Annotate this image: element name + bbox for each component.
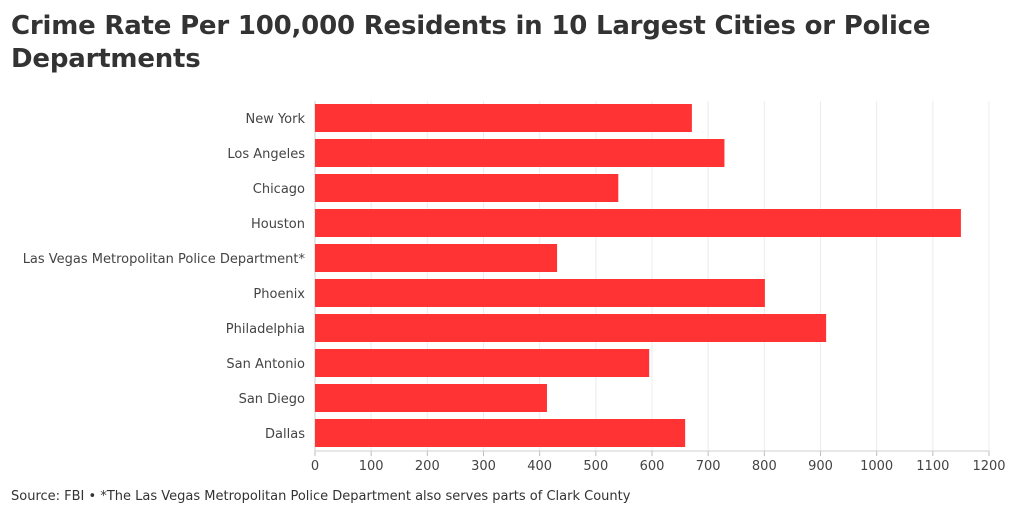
bar-phoenix: [315, 279, 765, 307]
x-tick-label: 900: [808, 459, 833, 474]
category-label: Phoenix: [253, 287, 305, 302]
x-tick-label: 400: [527, 459, 552, 474]
x-tick-label: 0: [311, 459, 319, 474]
category-label: Houston: [251, 217, 305, 232]
x-tick-label: 700: [696, 459, 721, 474]
bar-dallas: [315, 419, 686, 447]
x-tick-label: 1100: [916, 459, 949, 474]
category-label: San Diego: [239, 392, 305, 407]
category-label: Los Angeles: [227, 147, 305, 162]
bar-san-antonio: [315, 349, 650, 377]
category-labels: New York Los Angeles Chicago Houston Las Veg…: [23, 112, 306, 442]
x-tick-label: 1200: [972, 459, 1005, 474]
bar-las-vegas-metropolitan-police-department: [315, 244, 558, 272]
bar-los-angeles: [315, 139, 725, 167]
x-axis-ticks: 0 100 200 300 400 500 600 700 800 900 1000 1100 1200: [311, 450, 1006, 474]
x-tick-label: 500: [583, 459, 608, 474]
bar-new-york: [315, 104, 692, 132]
category-label: Chicago: [253, 182, 305, 197]
bar-philadelphia: [315, 314, 827, 342]
chart-title: Crime Rate Per 100,000 Residents in 10 L…: [11, 11, 931, 74]
bars: [315, 104, 961, 447]
bar-houston: [315, 209, 961, 237]
bar-san-diego: [315, 384, 547, 412]
bar-chicago: [315, 174, 619, 202]
x-tick-label: 200: [415, 459, 440, 474]
category-label: Dallas: [265, 427, 305, 442]
category-label: San Antonio: [226, 357, 305, 372]
category-label: Las Vegas Metropolitan Police Department…: [23, 252, 306, 267]
x-tick-label: 100: [359, 459, 384, 474]
category-label: Philadelphia: [226, 322, 305, 337]
category-label: New York: [245, 112, 305, 127]
x-tick-label: 1000: [860, 459, 893, 474]
x-tick-label: 600: [640, 459, 665, 474]
x-tick-label: 800: [752, 459, 777, 474]
source-note: Source: FBI • *The Las Vegas Metropolita…: [11, 489, 631, 504]
x-tick-label: 300: [471, 459, 496, 474]
